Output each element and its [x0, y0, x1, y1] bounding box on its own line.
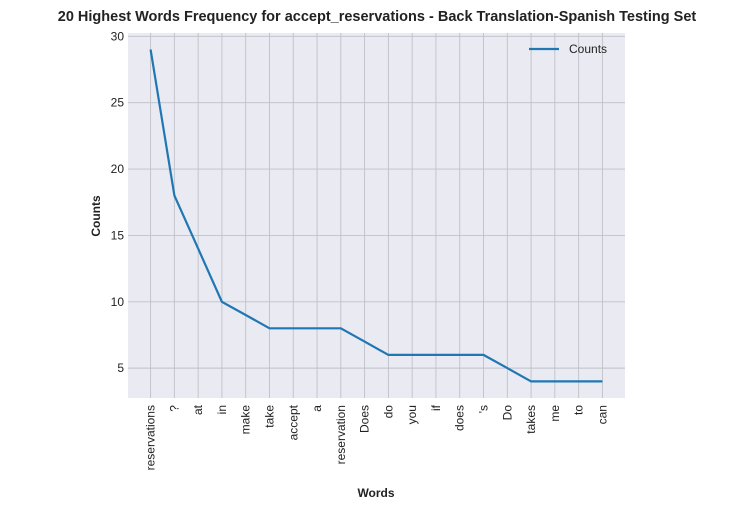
x-tick-label: 's: [477, 405, 491, 413]
x-tick-label: Does: [358, 405, 372, 433]
x-tick-label: does: [453, 405, 467, 431]
x-tick-label: take: [262, 405, 276, 428]
y-axis-label: Counts: [89, 195, 103, 237]
x-tick-label: in: [215, 405, 229, 414]
x-axis-ticks: reservations? at in make take accept a reservat…: [144, 404, 610, 470]
x-tick-label: me: [548, 405, 562, 422]
y-tick-label: 30: [111, 29, 125, 43]
x-tick-label: do: [381, 405, 395, 419]
y-tick-label: 25: [111, 96, 125, 110]
legend-label-counts: Counts: [569, 42, 607, 56]
x-tick-label: takes: [524, 405, 538, 434]
x-tick-label: a: [310, 405, 324, 412]
x-tick-label: reservation: [334, 405, 348, 464]
y-tick-label: 5: [117, 361, 124, 375]
x-tick-label: at: [191, 404, 205, 415]
series-line-counts: [149, 49, 603, 383]
chart-title: 20 Highest Words Frequency for accept_re…: [58, 9, 697, 25]
x-tick-label: ?: [167, 405, 181, 412]
x-tick-label: Do: [500, 405, 514, 421]
x-tick-label: can: [595, 405, 609, 424]
grid: [128, 33, 625, 398]
x-axis-label: Words: [357, 486, 394, 500]
x-tick-label: to: [572, 405, 586, 415]
x-tick-label: you: [405, 405, 419, 424]
x-tick-label: accept: [286, 404, 300, 440]
y-tick-label: 20: [111, 162, 125, 176]
y-tick-label: 10: [111, 295, 125, 309]
x-tick-label: reservations: [144, 405, 158, 470]
x-tick-label: if: [429, 404, 443, 411]
y-tick-label: 15: [111, 228, 125, 242]
x-tick-label: make: [239, 405, 253, 435]
y-axis-ticks: 5 10 15 20 25 30: [111, 29, 125, 375]
plot-area: [128, 33, 625, 398]
legend: Counts: [529, 42, 607, 56]
